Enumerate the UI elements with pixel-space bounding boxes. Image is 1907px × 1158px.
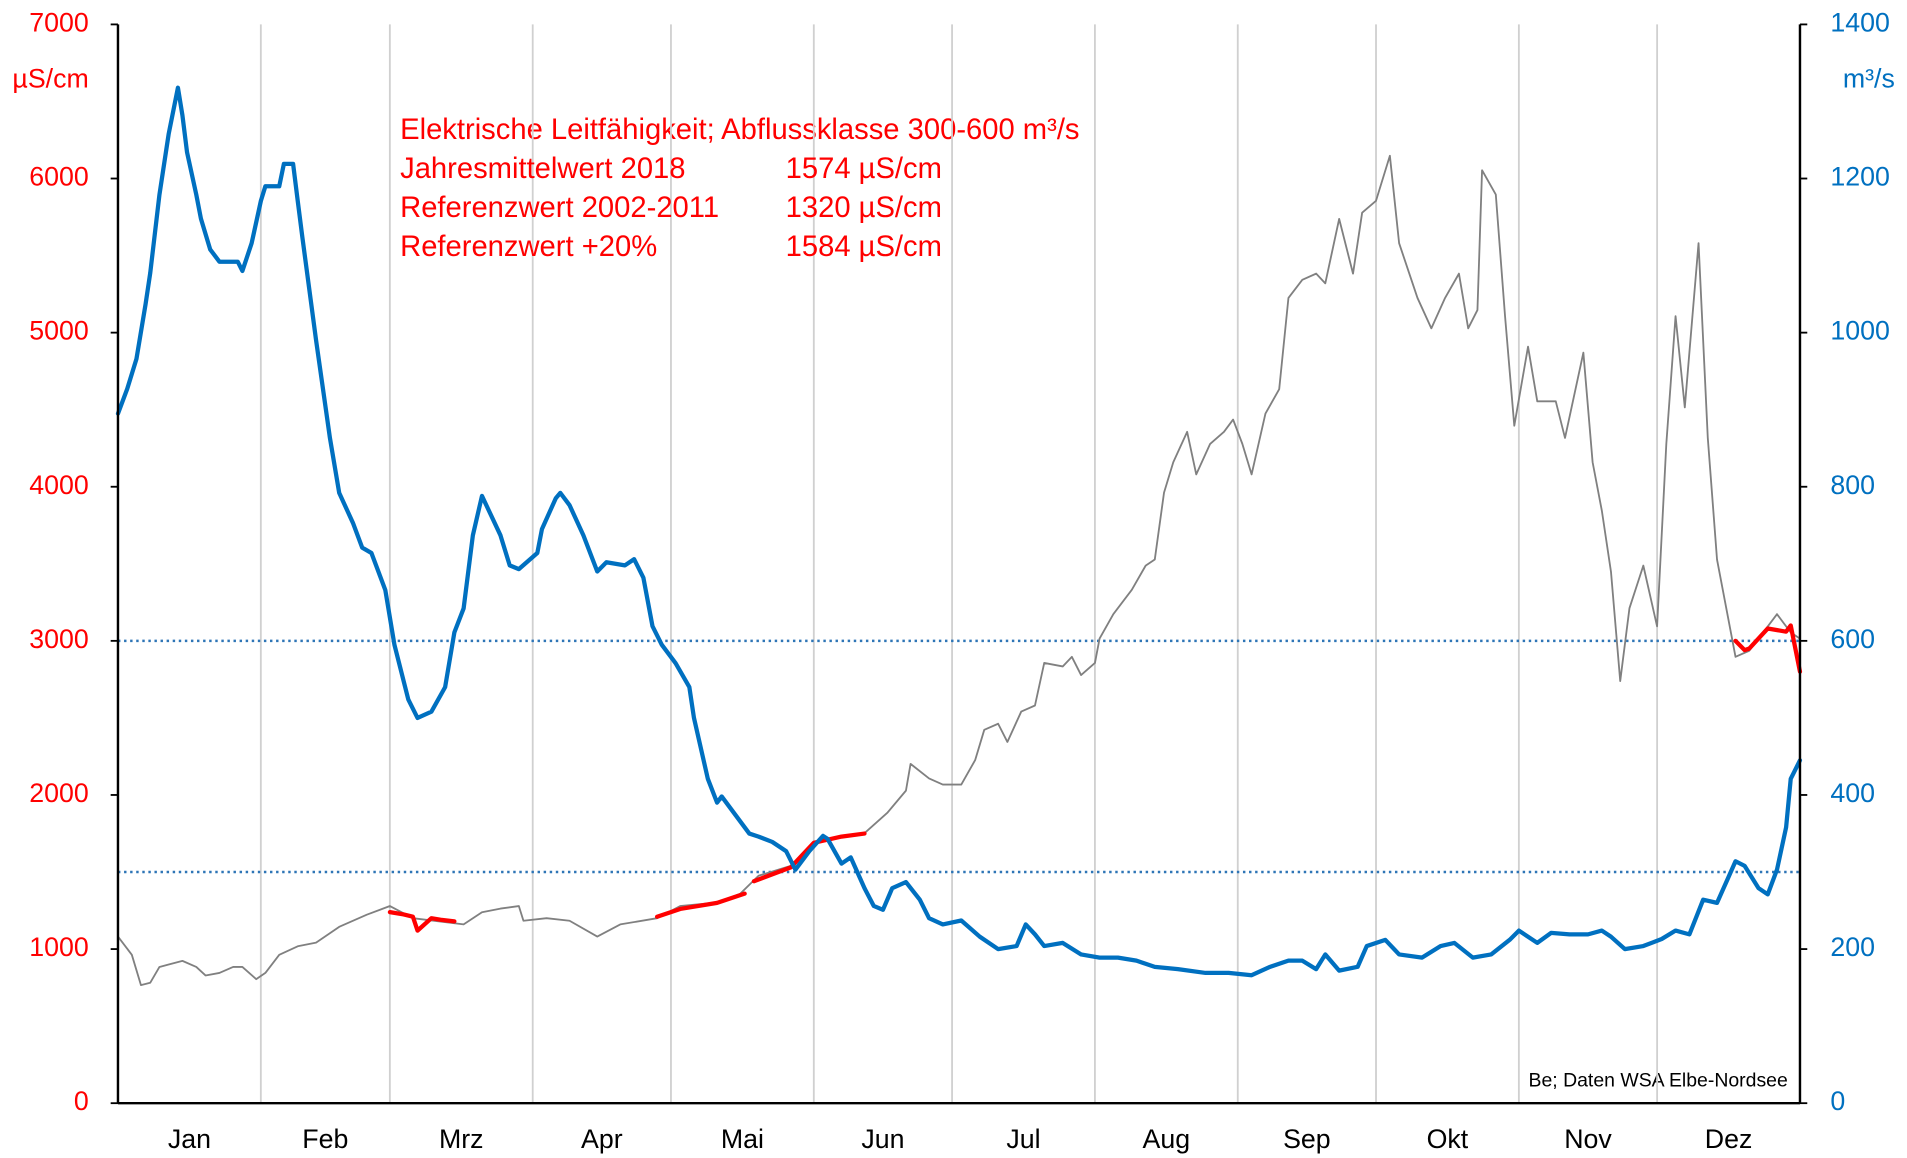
y-tick-label: 2000 (29, 778, 89, 808)
x-tick-label: Mai (721, 1124, 764, 1154)
y2-tick-label: 400 (1830, 778, 1875, 808)
series-line (115, 85, 1803, 978)
y-tick-label: 0 (74, 1086, 89, 1116)
series-line (117, 154, 1801, 987)
y-tick-label: 6000 (29, 162, 89, 192)
annotation-text: 1320 µS/cm (786, 192, 942, 224)
x-tick-label: Nov (1564, 1124, 1612, 1154)
y-tick-label: 7000 (29, 7, 89, 37)
y2-tick-label: 1400 (1830, 7, 1890, 37)
x-tick-label: Apr (581, 1124, 623, 1154)
y2-tick-label: 200 (1830, 932, 1875, 962)
y2-tick-label: 1000 (1830, 316, 1890, 346)
y-tick-label: 4000 (29, 470, 89, 500)
x-tick-label: Feb (302, 1124, 348, 1154)
y-tick-label: 3000 (29, 624, 89, 654)
y2-tick-label: 0 (1830, 1086, 1845, 1116)
y-tick-label: 5000 (29, 316, 89, 346)
x-tick-label: Mrz (439, 1124, 484, 1154)
x-tick-label: Jun (861, 1124, 904, 1154)
x-tick-label: Jan (168, 1124, 211, 1154)
annotation-title: Elektrische Leitfähigkeit; Abflussklasse… (400, 114, 1079, 146)
credit: Be; Daten WSA Elbe-Nordsee (1529, 1069, 1788, 1091)
series-line (387, 623, 1803, 933)
x-tick-label: Jul (1006, 1124, 1040, 1154)
annotation-text: Referenzwert 2002-2011 (400, 192, 719, 224)
y2-tick-label: 800 (1830, 470, 1875, 500)
x-tick-label: Okt (1427, 1124, 1469, 1154)
y2-axis-label: m³/s (1843, 63, 1895, 93)
x-tick-label: Aug (1143, 1124, 1191, 1154)
x-tick-label: Dez (1705, 1124, 1753, 1154)
y-axis-label: µS/cm (12, 63, 88, 93)
y2-tick-label: 1200 (1830, 162, 1890, 192)
y2-tick-label: 600 (1830, 624, 1875, 654)
y-tick-label: 1000 (29, 932, 89, 962)
x-tick-label: Sep (1283, 1124, 1331, 1154)
annotation-text: 1574 µS/cm (786, 153, 942, 185)
annotation-text: Jahresmittelwert 2018 (400, 153, 685, 185)
annotation-text: Referenzwert +20% (400, 231, 657, 263)
annotation-text: 1584 µS/cm (786, 231, 942, 263)
